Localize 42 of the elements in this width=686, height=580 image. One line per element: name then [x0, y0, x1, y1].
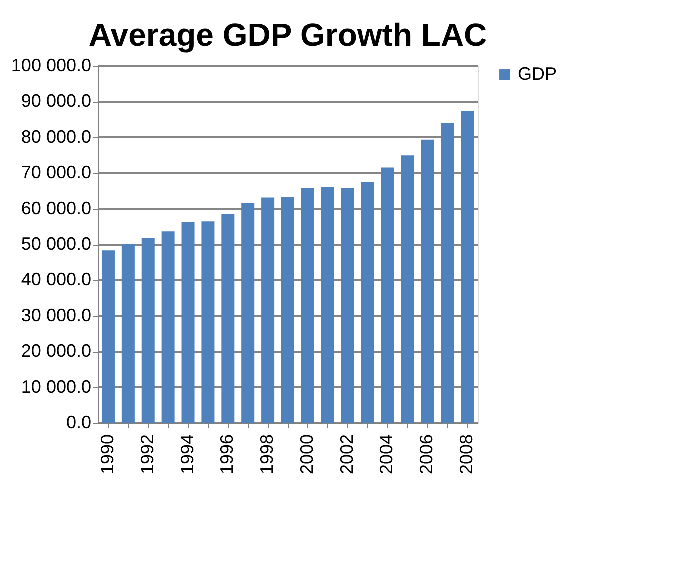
- y-tick-label: 80 000.0: [21, 126, 92, 147]
- x-tick-label: 1992: [137, 434, 158, 475]
- bar: [262, 198, 275, 423]
- bar: [301, 188, 314, 423]
- y-tick-label: 40 000.0: [21, 270, 92, 290]
- bar: [162, 232, 175, 423]
- x-tick-label: 1990: [97, 434, 118, 475]
- y-tick-label: 70 000.0: [21, 162, 92, 183]
- y-tick-label: 50 000.0: [21, 234, 92, 254]
- bar: [122, 244, 135, 423]
- bar: [142, 238, 155, 423]
- legend-label: GDP: [518, 64, 558, 84]
- bar: [222, 214, 235, 423]
- x-tick-label: 1998: [257, 434, 278, 475]
- bar: [441, 123, 454, 423]
- bar: [421, 140, 434, 423]
- bar: [401, 156, 414, 423]
- bar: [102, 250, 115, 423]
- chart-title: Average GDP Growth LAC: [88, 17, 488, 53]
- x-tick-label: 2008: [456, 434, 477, 475]
- bar: [282, 197, 294, 423]
- y-tick-label: 20 000.0: [21, 341, 92, 362]
- x-tick-label: 1994: [177, 434, 198, 475]
- y-tick-label: 0.0: [66, 412, 92, 432]
- bar: [341, 188, 354, 423]
- x-tick-label: 2006: [416, 434, 437, 475]
- bar: [182, 222, 195, 423]
- x-tick-label: 2002: [336, 434, 357, 475]
- y-tick-label: 90 000.0: [21, 91, 92, 112]
- x-tick-label: 2004: [376, 434, 397, 475]
- y-tick-label: 30 000.0: [21, 305, 92, 326]
- y-tick-label: 100 000.0: [11, 56, 92, 76]
- x-tick-label: 2000: [296, 434, 317, 475]
- bar: [242, 203, 255, 423]
- bar: [321, 187, 334, 423]
- y-tick-label: 60 000.0: [21, 198, 92, 218]
- bar: [461, 110, 474, 423]
- bar: [202, 222, 215, 423]
- y-tick-label: 10 000.0: [21, 376, 92, 397]
- x-tick-label: 1996: [217, 434, 238, 475]
- bar: [381, 168, 394, 423]
- bar: [361, 182, 374, 423]
